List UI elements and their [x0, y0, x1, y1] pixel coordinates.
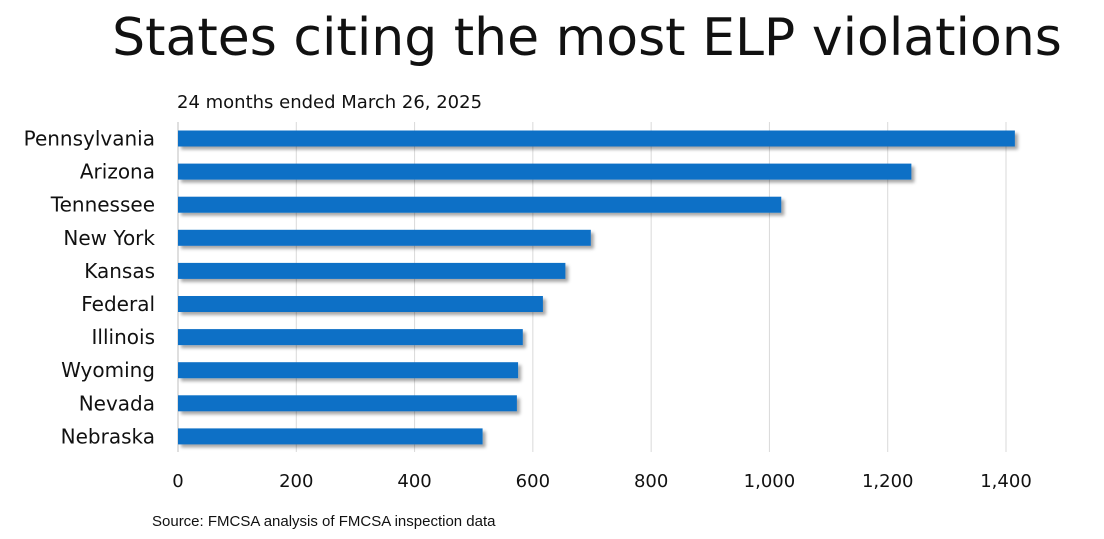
- bar: [178, 262, 566, 279]
- category-label: New York: [63, 226, 155, 250]
- bar: [178, 329, 523, 346]
- category-label: Arizona: [80, 160, 155, 184]
- x-tick-label: 400: [397, 471, 431, 492]
- x-tick-label: 800: [634, 471, 668, 492]
- category-label: Wyoming: [61, 358, 155, 382]
- category-label: Pennsylvania: [24, 127, 155, 151]
- category-label: Nebraska: [61, 424, 155, 448]
- x-tick-label: 1,200: [862, 471, 914, 492]
- category-label: Nevada: [79, 391, 155, 415]
- x-tick-label: 0: [172, 471, 183, 492]
- bar: [178, 229, 591, 246]
- bar: [178, 395, 517, 412]
- bar: [178, 428, 483, 445]
- category-label: Federal: [81, 292, 155, 316]
- bar: [178, 196, 782, 213]
- bar: [178, 130, 1015, 147]
- category-label: Kansas: [84, 259, 155, 283]
- category-label: Illinois: [92, 325, 155, 349]
- bar: [178, 296, 543, 312]
- x-tick-label: 1,000: [744, 471, 796, 492]
- category-label: Tennessee: [50, 193, 155, 217]
- bar: [178, 163, 912, 180]
- chart-subtitle: 24 months ended March 26, 2025: [177, 92, 483, 113]
- x-tick-label: 200: [279, 471, 313, 492]
- x-tick-label: 1,400: [980, 471, 1032, 492]
- source-note: Source: FMCSA analysis of FMCSA inspecti…: [152, 513, 496, 530]
- chart-title: States citing the most ELP violations: [112, 8, 1062, 68]
- bar: [178, 362, 519, 379]
- x-tick-label: 600: [516, 471, 550, 492]
